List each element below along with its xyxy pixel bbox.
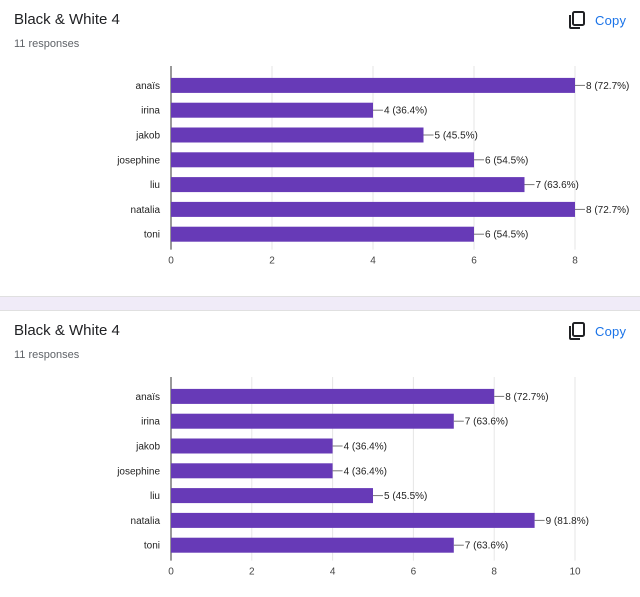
category-label: irina <box>141 417 160 428</box>
value-label: 8 (72.7%) <box>586 81 629 92</box>
x-tick-label: 6 <box>471 256 477 267</box>
category-label: anaïs <box>136 392 160 403</box>
copy-label: Copy <box>595 12 627 28</box>
category-label: jakob <box>135 442 160 453</box>
value-label: 7 (63.6%) <box>465 417 508 428</box>
value-label: 4 (36.4%) <box>344 442 387 453</box>
value-label: 4 (36.4%) <box>384 106 427 117</box>
bar <box>171 512 535 528</box>
x-tick-label: 0 <box>168 256 174 267</box>
value-label: 8 (72.7%) <box>586 205 629 216</box>
copy-label: Copy <box>595 323 627 339</box>
value-label: 5 (45.5%) <box>435 131 478 142</box>
category-label: liu <box>150 180 160 191</box>
copy-icon <box>567 10 587 30</box>
category-label: josephine <box>116 155 160 166</box>
bar <box>171 537 454 553</box>
value-label: 7 (63.6%) <box>465 541 508 552</box>
category-label: jakob <box>135 131 160 142</box>
bar <box>171 488 373 504</box>
x-tick-label: 0 <box>168 567 174 578</box>
copy-icon <box>567 321 587 341</box>
category-label: toni <box>144 230 160 241</box>
value-label: 8 (72.7%) <box>505 392 548 403</box>
bar <box>171 226 474 242</box>
category-label: anaïs <box>136 81 160 92</box>
value-label: 9 (81.8%) <box>546 516 589 527</box>
bar <box>171 127 424 143</box>
value-label: 5 (45.5%) <box>384 491 427 502</box>
bar <box>171 77 575 93</box>
bar <box>171 438 333 454</box>
value-label: 6 (54.5%) <box>485 155 528 166</box>
x-tick-label: 4 <box>370 256 376 267</box>
bar <box>171 388 495 404</box>
bar <box>171 177 525 193</box>
bar-chart: 0 2 4 6 8 anaïs 8 (72.7%) irina 4 (36.4%) jakob 5 … <box>116 66 629 267</box>
category-label: natalia <box>131 205 161 216</box>
copy-button[interactable]: Copy <box>567 10 626 30</box>
value-label: 4 (36.4%) <box>344 466 387 477</box>
bar <box>171 102 373 118</box>
card-separator <box>0 296 640 311</box>
chart-card-2: Black & White 4 11 responses Copy 0 2 4 6 8 1… <box>0 311 640 597</box>
category-label: irina <box>141 106 160 117</box>
bar-chart: 0 2 4 6 8 10 anaïs 8 (72.7%) irina 7 (63.6%) jakob… <box>116 377 589 578</box>
category-label: natalia <box>131 516 161 527</box>
category-label: liu <box>150 491 160 502</box>
chart-card-1: Black & White 4 11 responses Copy 0 2 4 6 8 a… <box>0 0 640 296</box>
value-label: 6 (54.5%) <box>485 230 528 241</box>
bar <box>171 152 474 168</box>
bar <box>171 413 454 429</box>
card-title: Black & White 4 <box>14 322 120 339</box>
x-tick-label: 2 <box>249 567 255 578</box>
x-tick-label: 2 <box>269 256 275 267</box>
category-label: josephine <box>116 466 160 477</box>
x-tick-label: 10 <box>569 567 581 578</box>
copy-button[interactable]: Copy <box>567 321 626 341</box>
value-label: 7 (63.6%) <box>536 180 579 191</box>
response-count: 11 responses <box>14 349 80 361</box>
bar <box>171 201 575 217</box>
x-tick-label: 8 <box>572 256 578 267</box>
x-tick-label: 8 <box>491 567 497 578</box>
card-title: Black & White 4 <box>14 11 120 28</box>
category-label: toni <box>144 541 160 552</box>
x-tick-label: 4 <box>330 567 336 578</box>
bar <box>171 463 333 479</box>
response-count: 11 responses <box>14 38 80 50</box>
x-tick-label: 6 <box>411 567 417 578</box>
